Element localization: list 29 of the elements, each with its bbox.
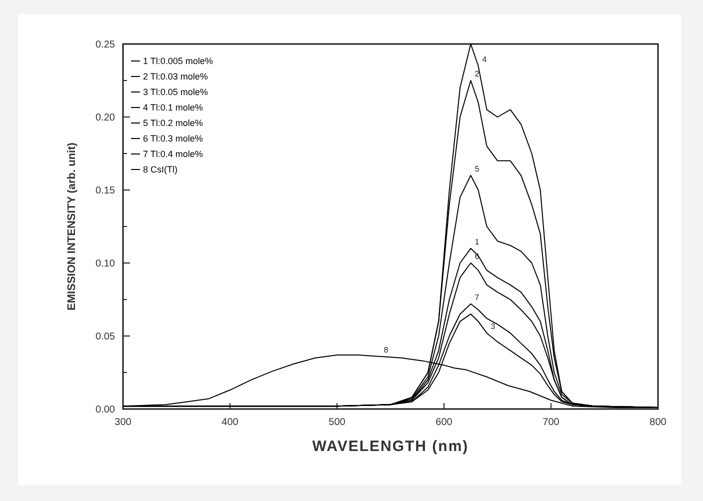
annotation: 2	[474, 70, 480, 78]
y-tick-label: 0.25	[96, 40, 116, 50]
legend-label: 3 Tl:0.05 mole%	[143, 87, 208, 97]
legend-label: 1 Tl:0.005 mole%	[143, 56, 213, 66]
y-tick-label: 0.20	[96, 112, 116, 124]
y-axis-title: EMISSION INTENSITY (arb. unit)	[66, 142, 78, 310]
annotation: 1	[474, 237, 480, 246]
x-tick-label: 700	[542, 417, 560, 428]
x-axis-title: WAVELENGTH (nm)	[312, 438, 469, 455]
legend-label: 6 Tl:0.3 mole%	[143, 134, 203, 144]
y-tick-label: 0.05	[96, 332, 116, 342]
y-tick-label: 0.00	[96, 404, 116, 416]
legend-label: 8 CsI(Tl)	[143, 164, 178, 174]
annotation: 3	[490, 322, 496, 332]
x-tick-label: 400	[222, 417, 239, 428]
x-tick-label: 600	[436, 417, 453, 428]
legend-label: 7 Tl:0.4 mole%	[143, 149, 203, 159]
legend-label: 5 Tl:0.2 mole%	[143, 118, 203, 128]
x-tick-label: 800	[650, 417, 667, 428]
y-tick-label: 0.15	[96, 186, 116, 196]
annotation: 7	[474, 292, 480, 302]
x-tick-label: 500	[328, 417, 346, 428]
x-tick-label: 300	[114, 417, 132, 428]
legend-label: 2 Tl:0.03 mole%	[143, 72, 208, 82]
y-tick-label: 0.10	[96, 258, 116, 270]
annotation: 8	[384, 345, 389, 354]
legend-label: 4 Tl:0.1 mole%	[143, 102, 203, 112]
annotation: 5	[474, 164, 480, 174]
annotation: 4	[482, 54, 488, 64]
